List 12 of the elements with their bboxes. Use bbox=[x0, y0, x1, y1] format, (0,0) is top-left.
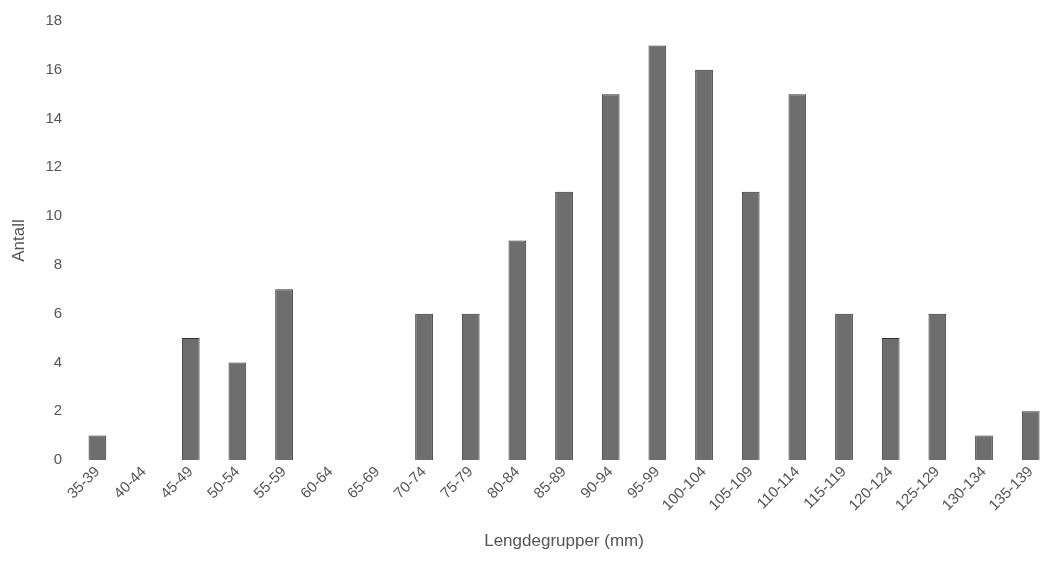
y-tick-label: 2 bbox=[53, 401, 63, 419]
y-tick-label: 0 bbox=[53, 450, 63, 468]
y-tick-label: 12 bbox=[45, 157, 63, 175]
y-tick-label: 14 bbox=[45, 108, 63, 126]
y-tick-label: 10 bbox=[45, 206, 63, 224]
y-tick-label: 18 bbox=[45, 11, 63, 29]
y-axis-title: Antall bbox=[8, 219, 28, 262]
y-tick-label: 16 bbox=[45, 59, 63, 77]
y-tick-label: 8 bbox=[53, 255, 63, 272]
x-axis-title: Lengdegrupper (mm) bbox=[484, 531, 644, 551]
y-tick-label: 6 bbox=[53, 303, 63, 321]
y-tick-label: 4 bbox=[53, 352, 63, 370]
